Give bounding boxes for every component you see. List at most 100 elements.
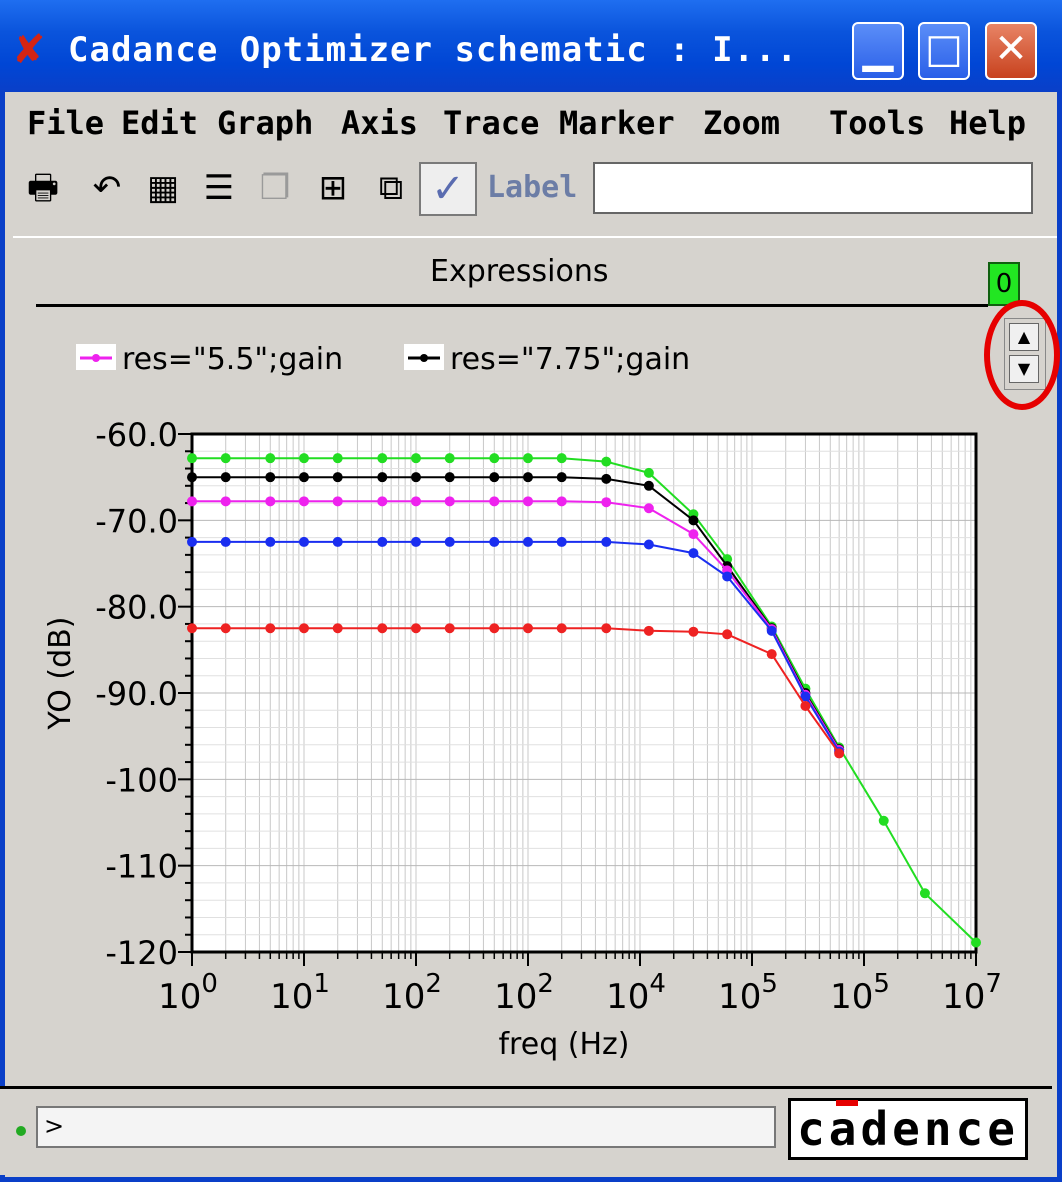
maximize-button[interactable]: □ xyxy=(918,22,970,80)
series-point-2 xyxy=(523,496,533,507)
series-point-2 xyxy=(220,496,231,507)
menu-graph[interactable]: Graph xyxy=(217,104,314,142)
menu-trace[interactable]: Trace xyxy=(443,104,540,142)
y-tick-label: -110 xyxy=(105,848,178,886)
series-point-0 xyxy=(187,453,197,464)
status-indicator-icon xyxy=(16,1126,26,1136)
series-point-3 xyxy=(800,691,811,702)
series-point-4 xyxy=(834,748,845,759)
series-point-1 xyxy=(265,472,276,483)
x-tick-label: 107 xyxy=(942,969,1002,1017)
menu-tools[interactable]: Tools xyxy=(829,104,926,142)
series-point-3 xyxy=(299,536,309,547)
series-point-4 xyxy=(800,700,811,711)
series-point-0 xyxy=(556,453,567,464)
series-point-3 xyxy=(556,536,567,547)
x-tick-label: 100 xyxy=(158,969,218,1017)
y-tick-label: -80.0 xyxy=(95,589,178,627)
window-title: Cadance Optimizer schematic : I... xyxy=(68,30,798,70)
series-point-3 xyxy=(187,536,197,547)
series-point-4 xyxy=(444,623,455,634)
series-point-1 xyxy=(299,472,309,483)
title-bar[interactable]: ✘ Cadance Optimizer schematic : I... ▁ □… xyxy=(0,0,1062,92)
series-point-0 xyxy=(489,453,500,464)
series-point-2 xyxy=(556,496,567,507)
expressions-title: Expressions xyxy=(430,254,609,289)
series-point-4 xyxy=(523,623,533,634)
series-point-4 xyxy=(187,623,197,634)
series-point-1 xyxy=(601,473,612,484)
series-point-3 xyxy=(489,536,500,547)
menu-marker[interactable]: Marker xyxy=(559,104,675,142)
series-point-3 xyxy=(332,536,343,547)
label-toggle-text[interactable]: Label xyxy=(487,170,578,205)
series-point-4 xyxy=(688,626,699,637)
series-point-0 xyxy=(265,453,276,464)
series-point-1 xyxy=(643,480,654,491)
x-axis-label: freq (Hz) xyxy=(499,1027,630,1062)
series-point-3 xyxy=(722,571,733,582)
series-point-3 xyxy=(523,536,533,547)
series-line-1 xyxy=(192,476,841,750)
series-point-2 xyxy=(643,503,654,514)
series-point-4 xyxy=(332,623,343,634)
menu-axis[interactable]: Axis xyxy=(341,104,419,142)
y-tick-label: -70.0 xyxy=(95,502,178,540)
menu-zoom[interactable]: Zoom xyxy=(703,104,781,142)
series-point-0 xyxy=(878,815,889,826)
y-axis-label: YO (dB) xyxy=(43,617,78,731)
stack-icon[interactable]: ❐ xyxy=(259,168,291,208)
label-input[interactable] xyxy=(593,162,1033,214)
series-point-4 xyxy=(411,623,421,634)
series-point-1 xyxy=(489,472,500,483)
stripes-icon[interactable]: ☰ xyxy=(203,168,235,208)
y-tick-label: -60.0 xyxy=(95,416,178,454)
expressions-badge[interactable]: 0 xyxy=(988,262,1020,306)
series-line-3 xyxy=(192,540,841,753)
series-line-4 xyxy=(192,627,841,754)
series-point-2 xyxy=(688,529,699,540)
plot-pane xyxy=(13,236,1057,1078)
series-point-4 xyxy=(377,623,388,634)
series-point-3 xyxy=(377,536,388,547)
highlight-circle xyxy=(984,300,1060,410)
series-point-4 xyxy=(220,623,231,634)
series-point-2 xyxy=(332,496,343,507)
series-point-0 xyxy=(444,453,455,464)
app-icon: ✘ xyxy=(12,27,46,73)
x-tick-label: 101 xyxy=(270,969,330,1017)
x-tick-label: 105 xyxy=(718,969,778,1017)
series-point-3 xyxy=(220,536,231,547)
series-point-2 xyxy=(411,496,421,507)
grid-icon[interactable]: ▦ xyxy=(146,168,180,208)
toolbar: 🖶 ↶ ▦ ☰ ❐ ⊞ ⧉ ✓ Label xyxy=(5,152,1057,226)
popout-icon[interactable]: ⧉ xyxy=(378,168,404,208)
menu-help[interactable]: Help xyxy=(949,104,1027,142)
series-point-4 xyxy=(766,649,777,660)
series-point-2 xyxy=(299,496,309,507)
check-icon[interactable]: ✓ xyxy=(419,162,477,216)
series-point-2 xyxy=(265,496,276,507)
series-point-3 xyxy=(766,625,777,636)
series-point-1 xyxy=(688,515,699,526)
minimize-button[interactable]: ▁ xyxy=(852,22,904,80)
command-input[interactable]: > xyxy=(36,1106,776,1148)
menu-edit[interactable]: Edit xyxy=(121,104,199,142)
series-point-4 xyxy=(299,623,309,634)
menu-file[interactable]: File xyxy=(27,104,105,142)
series-point-4 xyxy=(643,625,654,636)
split-icon[interactable]: ⊞ xyxy=(318,168,348,208)
y-tick-label: -100 xyxy=(105,761,178,799)
legend-marker xyxy=(420,354,428,362)
x-tick-label: 102 xyxy=(382,969,442,1017)
close-button[interactable]: ✕ xyxy=(985,22,1037,80)
undo-icon[interactable]: ↶ xyxy=(92,168,122,208)
series-point-0 xyxy=(523,453,533,464)
printer-icon[interactable]: 🖶 xyxy=(26,168,60,208)
series-point-0 xyxy=(971,937,981,948)
series-point-1 xyxy=(411,472,421,483)
series-point-3 xyxy=(643,539,654,550)
series-point-1 xyxy=(523,472,533,483)
series-point-1 xyxy=(220,472,231,483)
